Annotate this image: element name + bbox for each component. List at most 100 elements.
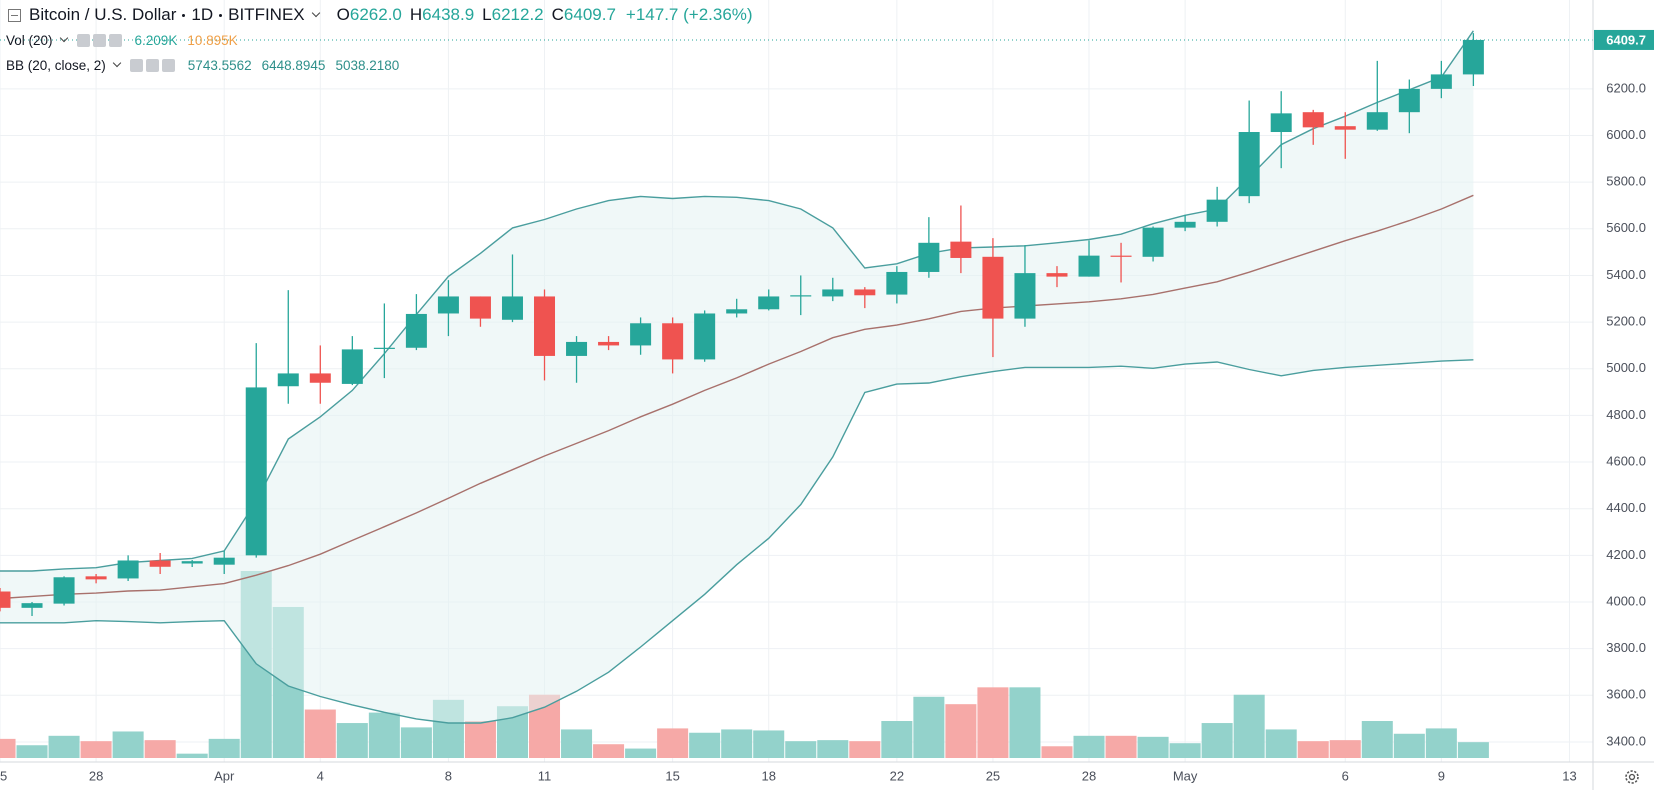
x-tick-label: 25 xyxy=(0,768,7,783)
indicator-name[interactable]: Vol (20) xyxy=(6,32,53,48)
collapse-button[interactable] xyxy=(8,8,21,22)
volume-bar xyxy=(817,740,849,758)
candle-body xyxy=(1078,255,1100,277)
indicator-row: BB (20, close, 2) 5743.5562 6448.8945 50… xyxy=(6,55,399,75)
candle-body xyxy=(1462,39,1484,75)
candle-body xyxy=(1238,132,1260,197)
band-middle xyxy=(0,194,1474,600)
band-fill xyxy=(0,30,1474,724)
volume-bar xyxy=(561,729,593,758)
candle-body xyxy=(630,323,652,346)
volume-bar xyxy=(1329,740,1361,758)
x-tick-label: May xyxy=(1173,768,1198,783)
candle-body xyxy=(758,296,780,310)
settings-gear[interactable] xyxy=(1625,770,1639,784)
candle-body xyxy=(982,256,1004,319)
last-price-label: 6409.7 xyxy=(1606,32,1646,47)
dropdown-caret[interactable] xyxy=(311,8,320,18)
volume-bar xyxy=(785,741,817,758)
x-tick-label: 6 xyxy=(1342,768,1349,783)
y-tick-label: 4400.0 xyxy=(1606,500,1646,515)
y-tick-label: 6200.0 xyxy=(1606,80,1646,95)
dropdown-caret[interactable] xyxy=(59,33,68,43)
candle-body xyxy=(373,347,395,349)
last-price-tag xyxy=(1594,29,1654,50)
volume-bar xyxy=(721,729,753,758)
candle-body xyxy=(245,387,267,556)
candle-body xyxy=(501,296,523,320)
hide-button[interactable] xyxy=(76,33,90,47)
settings-button[interactable] xyxy=(92,33,106,47)
x-tick-label: 22 xyxy=(890,768,904,783)
candle-body xyxy=(469,296,491,319)
symbol[interactable]: Bitcoin / U.S. Dollar xyxy=(29,5,177,24)
ohlc-value: 6438.9 xyxy=(422,5,475,24)
candle-body xyxy=(181,561,203,564)
remove-button[interactable] xyxy=(108,33,122,47)
volume-bar xyxy=(208,738,240,758)
x-tick-label: 8 xyxy=(445,768,452,783)
candle-body xyxy=(822,289,844,297)
interval[interactable]: 1D xyxy=(191,5,214,24)
volume-bar xyxy=(0,738,16,758)
volume-bar xyxy=(1105,735,1137,758)
y-tick-label: 4000.0 xyxy=(1606,593,1646,608)
indicator-row: Vol (20) 6.209K 10.895K xyxy=(6,30,238,50)
y-tick-label: 5400.0 xyxy=(1606,267,1646,282)
candle-body xyxy=(213,557,235,565)
candle-body xyxy=(1398,88,1420,113)
candle-body xyxy=(277,373,299,387)
x-tick-label: 11 xyxy=(538,768,552,783)
indicator-value: 6.209K xyxy=(134,32,178,48)
y-tick-label: 5600.0 xyxy=(1606,220,1646,235)
indicator-value: 5743.5562 xyxy=(187,57,252,73)
volume-bar xyxy=(849,741,881,758)
candle-body xyxy=(1014,273,1036,319)
hide-button[interactable] xyxy=(129,58,143,72)
ohlc-label: L xyxy=(482,5,492,24)
volume-bar xyxy=(336,723,368,758)
volume-bar xyxy=(48,735,80,758)
candle-body xyxy=(53,577,75,604)
candle-body xyxy=(1206,199,1228,222)
candles xyxy=(0,33,1484,616)
volume-bar xyxy=(689,732,721,758)
candle-body xyxy=(662,323,684,360)
candle-body xyxy=(117,560,139,579)
candle-body xyxy=(1270,113,1292,133)
volume-bar xyxy=(16,745,48,758)
gear-ring xyxy=(1625,770,1639,784)
y-tick-label: 3600.0 xyxy=(1606,687,1646,702)
exchange: BITFINEX xyxy=(228,5,305,24)
settings-button[interactable] xyxy=(145,58,159,72)
volume-bar xyxy=(144,740,176,758)
candle-body xyxy=(309,373,331,383)
remove-button[interactable] xyxy=(161,58,175,72)
dropdown-caret[interactable] xyxy=(112,58,122,68)
volume-bar xyxy=(1425,728,1457,758)
volume-bar xyxy=(176,753,208,758)
y-tick-label: 4600.0 xyxy=(1606,453,1646,468)
volume-bar xyxy=(913,696,945,758)
volume-bar xyxy=(1457,742,1489,758)
x-tick-label: 28 xyxy=(89,768,103,783)
volume-bar xyxy=(400,727,432,758)
ohlc-value: 6262.0 xyxy=(349,5,402,24)
candle-body xyxy=(950,241,972,258)
candle-body xyxy=(0,591,11,608)
indicator-name[interactable]: BB (20, close, 2) xyxy=(6,57,106,73)
volume-bar xyxy=(1201,723,1233,758)
candle-body xyxy=(1334,126,1356,130)
volume-bar xyxy=(945,704,977,758)
ohlc-label: C xyxy=(551,5,564,24)
volume-bar xyxy=(304,709,336,758)
candle-body xyxy=(1366,112,1388,130)
candle-body xyxy=(566,341,588,356)
volume-bar xyxy=(1265,729,1297,758)
candle-body xyxy=(21,603,43,608)
volume-bar xyxy=(977,687,1009,758)
ohlc-label: O xyxy=(336,5,350,24)
x-tick-label: 25 xyxy=(986,768,1000,783)
ohlc-value: 6409.7 xyxy=(563,5,616,24)
candle-body xyxy=(1110,255,1132,257)
